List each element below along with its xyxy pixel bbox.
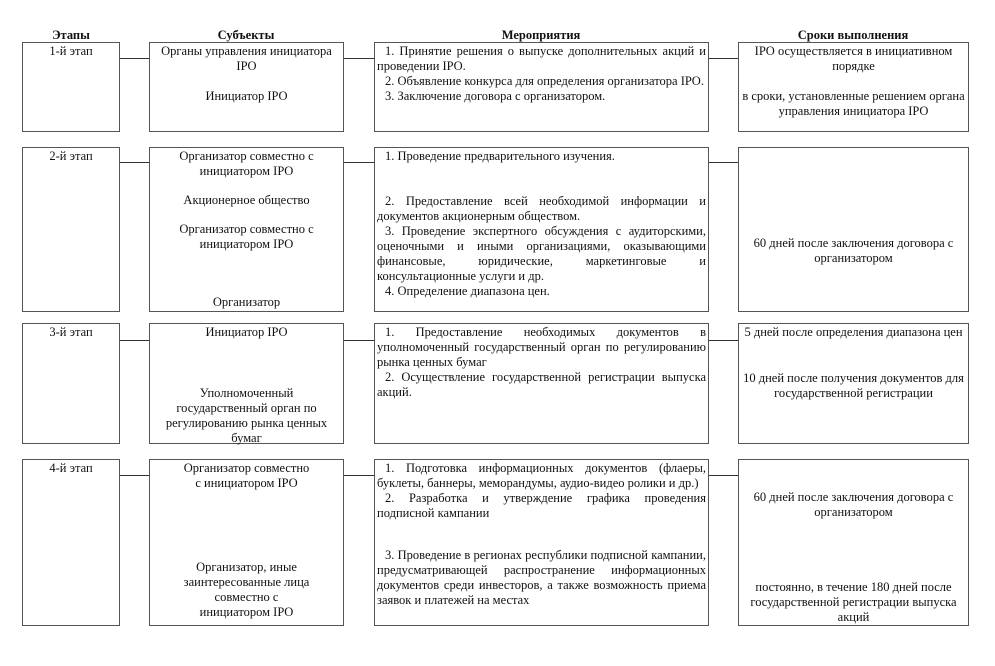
deadline: 10 дней после получения документов для г…	[743, 371, 964, 400]
stage-label: 2-й этап	[49, 149, 93, 163]
subject: Организатор совместно с инициатором IPO	[183, 461, 310, 490]
deadline: 60 дней после заключения договора с орга…	[753, 236, 954, 265]
connector	[120, 162, 149, 163]
activity: 2. Объявление конкурса для определения о…	[385, 74, 704, 88]
subject: Организатор совместно с инициатором IPO	[179, 149, 314, 178]
activity: 1. Подготовка информационных документов …	[377, 461, 706, 490]
connector	[344, 162, 374, 163]
subject: Инициатор IPO	[205, 325, 288, 339]
activities-box-2: 1. Проведение предварительного изучения.…	[374, 147, 709, 312]
subject: Организатор совместно с инициатором IPO	[179, 222, 314, 251]
header-subjects: Субъекты	[217, 28, 275, 42]
activity: 3. Проведение в регионах республики подп…	[377, 548, 706, 607]
activity: 3. Проведение экспертного обсуждения с а…	[377, 224, 706, 283]
stage-box-4: 4-й этап	[22, 459, 120, 626]
connector	[120, 58, 149, 59]
deadlines-box-3: 5 дней после определения диапазона цен 1…	[738, 323, 969, 444]
stage-label: 1-й этап	[49, 44, 93, 58]
connector	[709, 58, 738, 59]
connector	[344, 58, 374, 59]
deadlines-box-2: 60 дней после заключения договора с орга…	[738, 147, 969, 312]
subject: Организатор, иные заинтересованные лица …	[183, 560, 310, 619]
stage-box-3: 3-й этап	[22, 323, 120, 444]
subjects-box-1: Органы управления инициатора IPO Инициат…	[149, 42, 344, 132]
activity: 2. Предоставление всей необходимой инфор…	[377, 194, 706, 223]
subjects-box-3: Инициатор IPO Уполномоченный государстве…	[149, 323, 344, 445]
activity: 2. Осуществление государственной регистр…	[377, 370, 706, 399]
activities-box-3: 1. Предоставление необходимых документов…	[374, 323, 709, 444]
deadline: в сроки, установленные решением органа у…	[742, 89, 965, 118]
deadline: постоянно, в течение 180 дней после госу…	[750, 580, 957, 624]
connector	[709, 340, 738, 341]
deadline: IPO осуществляется в инициативном порядк…	[754, 44, 953, 73]
activity: 4. Определение диапазона цен.	[385, 284, 550, 298]
connector	[344, 475, 374, 476]
subject: Организатор	[212, 295, 281, 309]
header-deadlines: Сроки выполнения	[797, 28, 909, 42]
connector	[709, 162, 738, 163]
stage-label: 3-й этап	[49, 325, 93, 339]
deadline: 60 дней после заключения договора с орга…	[753, 490, 954, 519]
activities-box-1: 1. Принятие решения о выпуске дополнител…	[374, 42, 709, 132]
header-stages: Этапы	[52, 28, 90, 42]
subject: Уполномоченный государственный орган по …	[165, 386, 328, 445]
deadlines-box-1: IPO осуществляется в инициативном порядк…	[738, 42, 969, 132]
subject: Акционерное общество	[183, 193, 310, 207]
stage-box-2: 2-й этап	[22, 147, 120, 312]
activity: 1. Проведение предварительного изучения.	[385, 149, 615, 163]
activity: 1. Предоставление необходимых документов…	[377, 325, 706, 369]
stage-label: 4-й этап	[49, 461, 93, 475]
subjects-box-4: Организатор совместно с инициатором IPO …	[149, 459, 344, 626]
activity: 3. Заключение договора с организатором.	[385, 89, 606, 103]
activities-box-4: 1. Подготовка информационных документов …	[374, 459, 709, 626]
stage-box-1: 1-й этап	[22, 42, 120, 132]
subject: Инициатор IPO	[205, 89, 288, 103]
subjects-box-2: Организатор совместно с инициатором IPO …	[149, 147, 344, 312]
connector	[344, 340, 374, 341]
subject: Органы управления инициатора IPO	[161, 44, 332, 73]
header-activities: Мероприятия	[501, 28, 581, 42]
deadline: 5 дней после определения диапазона цен	[744, 325, 963, 339]
deadlines-box-4: 60 дней после заключения договора с орга…	[738, 459, 969, 626]
activity: 2. Разработка и утверждение графика пров…	[377, 491, 706, 520]
activity: 1. Принятие решения о выпуске дополнител…	[377, 44, 706, 73]
connector	[709, 475, 738, 476]
connector	[120, 475, 149, 476]
connector	[120, 340, 149, 341]
